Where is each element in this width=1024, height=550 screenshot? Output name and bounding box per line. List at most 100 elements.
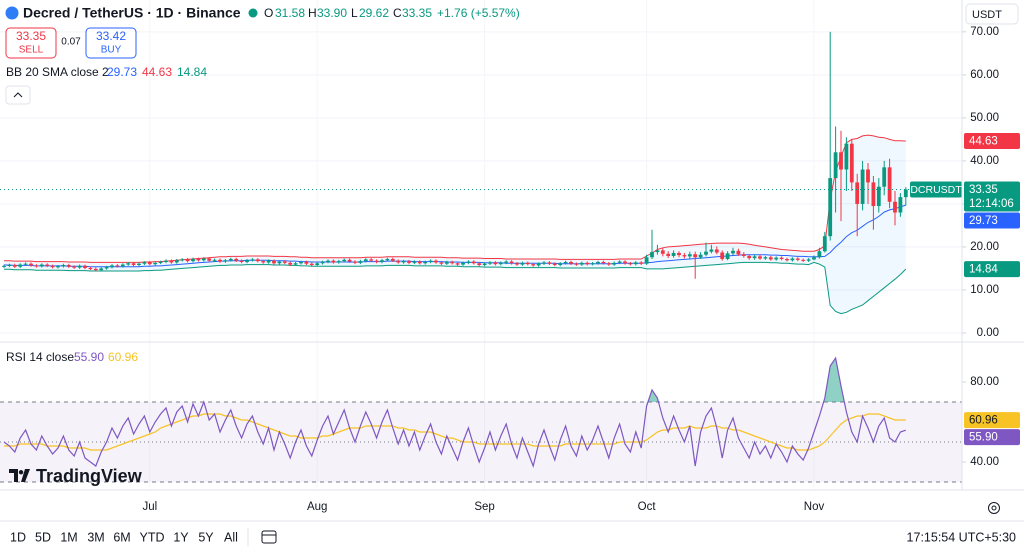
candle-body xyxy=(245,260,249,262)
candle-body xyxy=(617,261,622,263)
band-lower xyxy=(4,261,907,315)
candle-body xyxy=(250,259,255,261)
range-button[interactable]: 1M xyxy=(60,530,77,544)
candle-body xyxy=(158,261,163,263)
bb-middle-tag-box xyxy=(964,212,1020,229)
candle-body xyxy=(488,262,492,264)
candle-body xyxy=(515,263,519,265)
candle-body xyxy=(56,266,60,268)
candle-body xyxy=(201,258,206,261)
candle-body xyxy=(855,182,860,204)
collapse-button[interactable] xyxy=(5,85,31,105)
buy-button[interactable] xyxy=(85,27,137,59)
candle-body xyxy=(623,261,627,264)
candle-body xyxy=(817,251,822,258)
candle-body xyxy=(104,267,109,269)
candle-body xyxy=(164,260,168,262)
sell-button[interactable] xyxy=(5,27,57,59)
rsi-line xyxy=(3,356,906,468)
range-button[interactable]: All xyxy=(224,530,238,544)
range-button[interactable]: 5D xyxy=(35,530,51,544)
bb-lower-tag-box xyxy=(964,261,1020,278)
candle-body xyxy=(563,261,568,264)
candle-body xyxy=(315,263,320,265)
close-label: C xyxy=(393,6,402,20)
candle-body xyxy=(482,263,487,265)
calendar-icon[interactable] xyxy=(261,530,277,544)
currency-button[interactable] xyxy=(965,3,1019,25)
candle-body xyxy=(390,258,395,261)
range-button[interactable]: 1Y xyxy=(173,530,189,544)
range-button[interactable]: 6M xyxy=(113,530,130,544)
candle-body xyxy=(801,259,806,261)
rsi-tag: 55.90 xyxy=(969,432,998,444)
candle-body xyxy=(277,261,282,264)
price-tag: 33.35 xyxy=(969,184,998,196)
candle-body xyxy=(142,262,147,264)
candle-body xyxy=(466,261,471,263)
candle-body xyxy=(331,260,336,263)
settings-ring xyxy=(988,502,1000,514)
candle-body xyxy=(477,263,482,265)
rsi-value: 55.90 xyxy=(74,350,104,364)
candle-body xyxy=(228,258,233,261)
candle-body xyxy=(126,263,131,265)
rsi-tag-box xyxy=(964,429,1020,446)
high-label: H xyxy=(308,6,317,20)
candle-body xyxy=(428,260,433,262)
candle-body xyxy=(396,260,401,263)
range-button[interactable]: YTD xyxy=(140,530,165,544)
candle-body xyxy=(304,261,309,264)
collapse-icon xyxy=(13,92,23,98)
candle-body xyxy=(309,263,314,265)
candle-body xyxy=(45,264,50,266)
high-value: 33.90 xyxy=(317,6,347,20)
candle-body xyxy=(455,263,460,265)
range-button[interactable]: 3M xyxy=(87,530,104,544)
rsi-line xyxy=(4,413,906,451)
candle-body xyxy=(774,257,779,260)
candle-body xyxy=(542,262,546,264)
candle-body xyxy=(266,260,271,263)
candle-body xyxy=(525,262,530,265)
candle-body xyxy=(223,260,228,262)
status-dot xyxy=(248,8,258,18)
candle-body xyxy=(174,260,179,263)
spread: 0.07 xyxy=(61,37,81,48)
candle-body xyxy=(336,261,341,263)
candle-body xyxy=(147,262,152,265)
rsi-label[interactable]: RSI 14 close xyxy=(6,350,74,364)
candle-body xyxy=(779,257,784,259)
candle-body xyxy=(741,254,746,256)
currency: USDT xyxy=(972,9,1002,21)
candle-body xyxy=(363,259,368,262)
candle-body xyxy=(812,257,816,260)
price-tag: 12:14:06 xyxy=(969,198,1014,210)
settings-icon[interactable] xyxy=(988,502,1000,514)
candle-body xyxy=(639,262,644,264)
candle-body xyxy=(261,261,266,263)
range-button[interactable]: 5Y xyxy=(198,530,214,544)
bb-label[interactable]: BB 20 SMA close 2 xyxy=(6,65,109,79)
candle-body xyxy=(498,262,503,265)
candle-body xyxy=(326,260,330,262)
candle-body xyxy=(153,262,158,265)
candle-body xyxy=(752,256,757,259)
candle-body xyxy=(137,263,141,265)
x-tick-label: Nov xyxy=(804,501,825,513)
candle-body xyxy=(72,266,77,268)
buy-label: BUY xyxy=(101,45,122,56)
candle-body xyxy=(552,263,557,265)
candle-body xyxy=(569,261,573,264)
candle-body xyxy=(7,264,12,266)
candle-body xyxy=(444,261,449,264)
candle-body xyxy=(93,268,98,271)
range-button[interactable]: 1D xyxy=(10,530,26,544)
candle-body xyxy=(677,252,681,256)
candle-body xyxy=(282,261,287,263)
candle-body xyxy=(736,250,741,255)
candle-body xyxy=(401,261,406,263)
symbol-title[interactable]: Decred / TetherUS · 1D · Binance xyxy=(23,5,241,21)
candle-body xyxy=(720,252,725,259)
